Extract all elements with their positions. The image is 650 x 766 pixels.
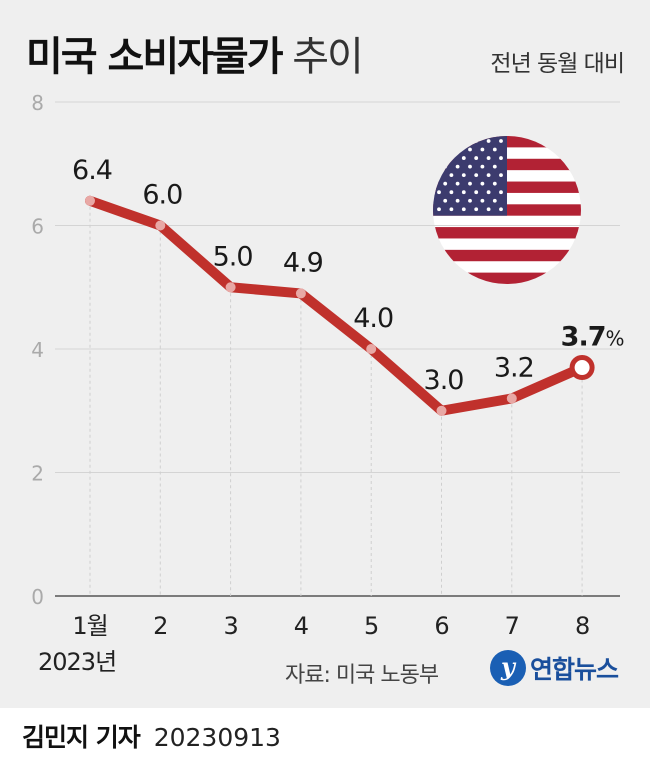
yonhap-logo: y 연합뉴스 (490, 650, 619, 686)
chart-subtitle: 전년 동월 대비 (490, 51, 625, 77)
unit-label: % (606, 327, 624, 351)
y-tick-label: 4 (31, 338, 44, 362)
x-axis-year-label: 2023년 (38, 648, 116, 676)
byline: 김민지 기자 20230913 (22, 718, 281, 754)
x-tick-label: 1월 (72, 612, 107, 640)
data-label: 5.0 (213, 241, 253, 272)
us-flag-icon (433, 136, 581, 284)
line-chart: 0 2 4 6 8 1월 2 3 4 5 6 7 8 2023년 6.4 6.0 5.0 4.9 4.0 3.0 3… (31, 91, 625, 676)
data-label: 4.9 (283, 247, 323, 278)
x-tick-label: 4 (294, 612, 308, 640)
cpi-series (85, 195, 595, 416)
data-label: 4.0 (353, 303, 393, 334)
data-point (85, 195, 95, 206)
data-point (506, 393, 517, 404)
data-point (155, 220, 166, 231)
y-tick-label: 8 (31, 91, 44, 115)
x-axis: 1월 2 3 4 5 6 7 8 2023년 (38, 612, 590, 676)
x-tick-label: 5 (364, 612, 378, 640)
data-point-latest (569, 355, 595, 381)
x-tick-label: 3 (223, 612, 237, 640)
title-bold: 미국 소비자물가 (26, 34, 284, 80)
data-point (225, 282, 236, 293)
data-label: 3.0 (424, 365, 464, 396)
x-tick-label: 7 (505, 612, 519, 640)
y-tick-label: 6 (31, 215, 44, 239)
title-light: 추이 (292, 34, 364, 80)
byline-name: 김민지 기자 (22, 723, 141, 752)
x-tick-label: 6 (434, 612, 448, 640)
y-tick-label: 0 (31, 585, 44, 609)
data-point (436, 405, 447, 416)
x-tick-label: 8 (575, 612, 589, 640)
data-labels: 6.4 6.0 5.0 4.9 4.0 3.0 3.2 3.7% (72, 155, 625, 396)
yonhap-logo-icon: y (490, 650, 526, 686)
series-line (85, 195, 588, 416)
chart-card: 미국 소비자물가 추이 전년 동월 대비 0 2 4 6 8 1월 2 3 4 5 6 7 8 2023… (0, 0, 650, 708)
chart-title: 미국 소비자물가 추이 (26, 24, 364, 82)
data-point (295, 288, 306, 299)
x-tick-label: 2 (153, 612, 167, 640)
source-note: 자료: 미국 노동부 (285, 663, 439, 688)
y-tick-label: 2 (31, 462, 44, 486)
data-label: 6.0 (142, 180, 182, 211)
yonhap-logo-text: 연합뉴스 (530, 655, 619, 684)
data-label: 3.2 (494, 352, 534, 383)
data-label: 6.4 (72, 155, 112, 186)
data-point (366, 344, 377, 354)
byline-date: 20230913 (153, 723, 281, 752)
data-label-latest: 3.7% (561, 322, 624, 353)
